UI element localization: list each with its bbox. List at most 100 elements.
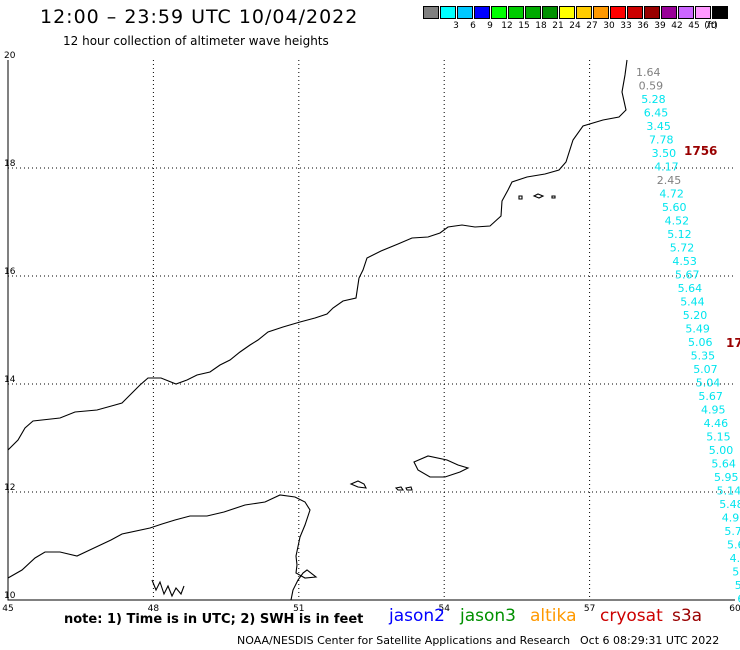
swh-value-label: 5.48 [719,498,740,511]
legend-swatch [610,6,626,19]
map-frame [7,60,735,601]
legend-swatch [712,6,728,19]
legend-swatch [576,6,592,19]
satellite-legend-altika: altika [530,606,577,626]
swh-value-label: 4.95 [701,404,726,417]
swh-value-label: 6.45 [644,107,669,120]
longitude-tick-label: 45 [2,604,13,614]
socotra-island [413,455,470,478]
satellite-legend-s3a: s3a [672,606,703,626]
satellite-legend-jason3: jason3 [460,606,516,626]
latitude-tick-label: 12 [4,483,15,493]
credit-timestamp: Oct 6 08:29:31 UTC 2022 [580,634,720,647]
legend-tick-label: 21 [552,21,564,31]
coastline [7,59,628,601]
swh-value-label: 5.64 [711,458,736,471]
legend-tick-label: 36 [637,21,649,31]
swh-value-label: 5.60 [662,201,687,214]
abd-al-kuri-island [349,480,367,489]
latitude-tick-label: 18 [4,159,16,169]
longitude-tick-label: 57 [584,604,595,614]
legend-swatch [644,6,660,19]
legend-swatch [559,6,575,19]
swh-value-label: 5.06 [688,336,713,349]
horn-of-africa-coast [7,494,318,601]
credit-line: NOAA/NESDIS Center for Satellite Applica… [237,634,571,647]
swh-value-label: 5.72 [670,242,695,255]
swh-value-label: 3.45 [646,120,671,133]
legend-tick-label: 12 [501,21,513,31]
swh-value-label: 5.12 [667,228,692,241]
swh-value-label: 5.49 [685,323,710,336]
map-title: 12:00 – 23:59 UTC 10/04/2022 [40,6,359,28]
legend-tick-label: 45 [688,21,700,31]
legend-swatch [491,6,507,19]
swh-value-label: 5.00 [709,444,734,457]
legend-tick-label: 9 [487,21,493,31]
satellite-legend-jason2: jason2 [389,606,445,626]
legend-swatch [457,6,473,19]
swh-value-label: 4.46 [704,417,729,430]
map-grid [8,60,735,600]
swh-value-label: 0.59 [639,80,664,93]
swh-value-label: 5.67 [698,390,723,403]
swh-value-label: 5.28 [641,93,666,106]
legend-swatch [593,6,609,19]
legend-tick-label: 30 [603,21,615,31]
legend-unit-label: (ft) [704,21,718,31]
swh-value-label: 5.35 [691,350,716,363]
legend-swatch [678,6,694,19]
swh-value-label: 5.07 [693,363,718,376]
swh-value-label: 4.52 [665,215,690,228]
legend-swatch [525,6,541,19]
legend-tick-label: 3 [453,21,459,31]
legend-tick-label: 27 [586,21,598,31]
satellite-legend-cryosat: cryosat [600,606,663,626]
legend-tick-label: 24 [569,21,581,31]
legend-swatch [508,6,524,19]
legend-tick-label: 33 [620,21,632,31]
darsa-islet [394,486,405,491]
legend-tick-label: 15 [518,21,530,31]
pass-time-label: 1756 [684,144,717,158]
pass-time-label: 17 [726,336,740,350]
swh-value-label: 5.14 [717,485,740,498]
legend-swatch [474,6,490,19]
swh-value-label: 4.53 [672,255,697,268]
swh-value-label: 5.20 [683,309,708,322]
swh-value-label: 5.67 [675,269,700,282]
swh-value-label: 5.44 [680,296,705,309]
swh-value-label: 5.04 [696,377,721,390]
swh-value-label: 6 [737,593,740,606]
latitude-tick-label: 10 [4,591,16,601]
swh-value-label: 7.78 [649,134,674,147]
swh-value-label: 4. [730,552,740,565]
legend-swatch [440,6,456,19]
legend-tick-label: 42 [671,21,683,31]
kuria-muria-islet-1 [518,195,523,200]
legend-tick-label: 6 [470,21,476,31]
swh-value-label: 5.15 [706,431,731,444]
legend-swatch [661,6,677,19]
swh-value-label: 4.17 [654,161,679,174]
latitude-tick-label: 16 [4,267,16,277]
swh-value-label: 5.64 [678,282,703,295]
swh-value-label: 5.7 [724,525,740,538]
swh-value-label: 5.6 [727,539,740,552]
swh-value-label: 5. [732,566,740,579]
swh-value-label: 4.9 [722,512,740,525]
swh-value-label: 4.72 [659,188,684,201]
map-frame-border [7,60,735,601]
coastal-shoals [151,579,185,598]
swh-value-label: 3.50 [652,147,677,160]
longitude-tick-label: 51 [293,604,304,614]
units-note: note: 1) Time is in UTC; 2) SWH is in fe… [64,612,364,627]
map-subtitle: 12 hour collection of altimeter wave hei… [63,34,329,48]
swh-value-label: 2.45 [657,174,682,187]
legend-swatch [542,6,558,19]
latitude-tick-label: 14 [4,375,16,385]
kuria-muria-islet-2 [532,193,545,199]
swh-value-label: 5 [735,579,740,592]
swh-value-label: 5.95 [714,471,739,484]
